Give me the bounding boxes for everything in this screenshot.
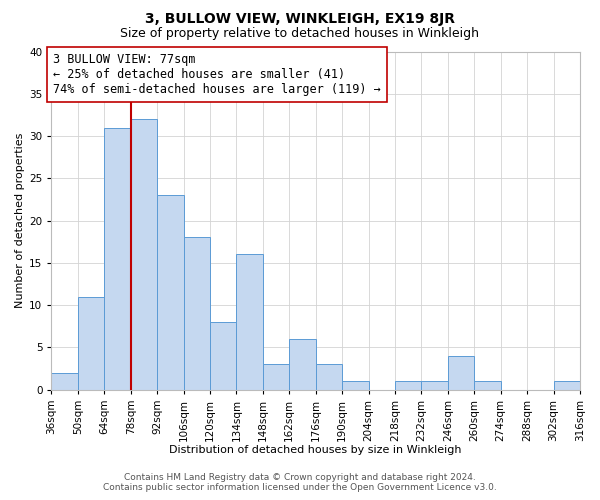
Bar: [342, 381, 368, 390]
Bar: [554, 381, 580, 390]
Text: Size of property relative to detached houses in Winkleigh: Size of property relative to detached ho…: [121, 28, 479, 40]
Bar: [421, 381, 448, 390]
Bar: [289, 339, 316, 390]
Bar: [474, 381, 501, 390]
Bar: [52, 373, 78, 390]
Bar: [78, 296, 104, 390]
Bar: [395, 381, 421, 390]
Y-axis label: Number of detached properties: Number of detached properties: [15, 133, 25, 308]
Bar: [263, 364, 289, 390]
Text: 3, BULLOW VIEW, WINKLEIGH, EX19 8JR: 3, BULLOW VIEW, WINKLEIGH, EX19 8JR: [145, 12, 455, 26]
Bar: [157, 195, 184, 390]
Bar: [448, 356, 474, 390]
Bar: [236, 254, 263, 390]
X-axis label: Distribution of detached houses by size in Winkleigh: Distribution of detached houses by size …: [169, 445, 462, 455]
Bar: [131, 119, 157, 390]
Text: 3 BULLOW VIEW: 77sqm
← 25% of detached houses are smaller (41)
74% of semi-detac: 3 BULLOW VIEW: 77sqm ← 25% of detached h…: [53, 53, 381, 96]
Text: Contains HM Land Registry data © Crown copyright and database right 2024.
Contai: Contains HM Land Registry data © Crown c…: [103, 473, 497, 492]
Bar: [104, 128, 131, 390]
Bar: [184, 238, 210, 390]
Bar: [210, 322, 236, 390]
Bar: [316, 364, 342, 390]
